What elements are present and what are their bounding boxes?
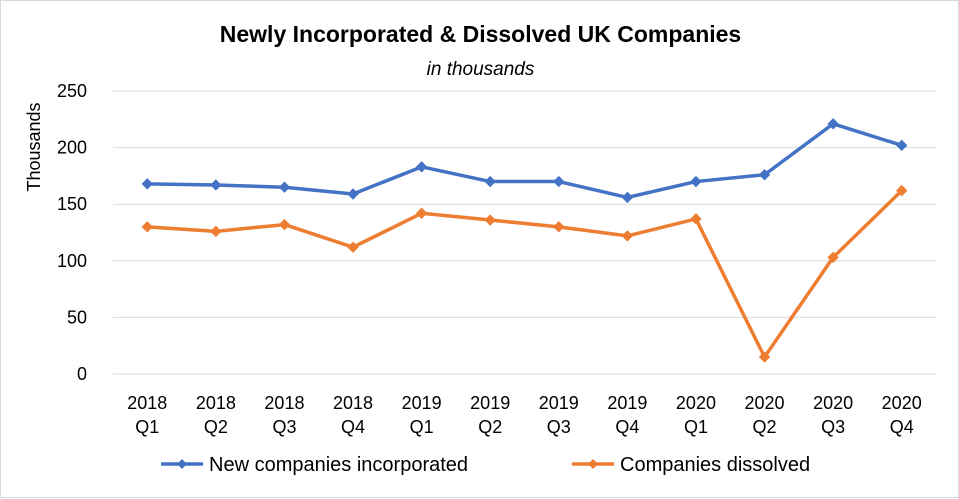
x-tick-label-quarter: Q4 <box>615 417 639 437</box>
y-axis-ticks: 0 50 100 150 200 250 <box>57 81 87 384</box>
data-point <box>553 221 565 233</box>
x-tick-label-quarter: Q2 <box>204 417 228 437</box>
series-line <box>145 122 904 200</box>
chart-title: Newly Incorporated & Dissolved UK Compan… <box>219 21 742 47</box>
data-point <box>758 351 771 363</box>
data-point <box>484 214 496 226</box>
x-tick-label-year: 2018 <box>196 393 236 413</box>
x-tick-label-quarter: Q3 <box>272 417 296 437</box>
data-point <box>896 184 908 197</box>
data-point <box>690 175 702 188</box>
y-axis-label: Thousands <box>24 102 44 191</box>
x-tick-label-year: 2019 <box>607 393 647 413</box>
x-tick-label-quarter: Q3 <box>821 417 845 437</box>
data-point <box>553 175 565 188</box>
series-line <box>145 188 904 359</box>
y-tick-label: 100 <box>57 251 87 271</box>
data-point <box>278 218 291 231</box>
x-tick-label-year: 2020 <box>676 393 716 413</box>
data-point <box>827 118 839 130</box>
x-tick-label-year: 2019 <box>539 393 579 413</box>
x-tick-label-quarter: Q1 <box>410 417 434 437</box>
series-lines <box>141 118 908 363</box>
x-tick-label-year: 2020 <box>813 393 853 413</box>
x-tick-label-year: 2019 <box>402 393 442 413</box>
x-tick-label-quarter: Q2 <box>478 417 502 437</box>
x-tick-label-year: 2019 <box>470 393 510 413</box>
x-axis-ticks: 2018 Q1 2018 Q2 2018 Q3 2018 Q4 2019 Q1 2019 Q2 2019… <box>127 393 921 437</box>
data-point <box>415 161 428 173</box>
legend-marker <box>177 459 187 469</box>
y-tick-label: 0 <box>77 364 87 384</box>
y-tick-label: 50 <box>67 307 87 327</box>
x-tick-label-year: 2018 <box>264 393 304 413</box>
x-tick-label-quarter: Q4 <box>890 417 914 437</box>
gridlines <box>113 90 936 375</box>
y-tick-label: 200 <box>57 138 87 158</box>
data-point <box>347 188 359 200</box>
x-tick-label-year: 2018 <box>333 393 373 413</box>
chart-subtitle: in thousands <box>426 59 535 80</box>
x-tick-label-year: 2018 <box>127 393 167 413</box>
series-new-companies <box>141 118 908 204</box>
x-tick-label-quarter: Q3 <box>547 417 571 437</box>
data-point <box>896 139 908 152</box>
legend-label: New companies incorporated <box>209 454 468 476</box>
legend-label: Companies dissolved <box>620 454 810 476</box>
legend: New companies incorporated Companies diss… <box>161 454 810 476</box>
y-tick-label: 150 <box>57 194 87 214</box>
data-point <box>210 225 222 238</box>
data-point <box>347 241 359 253</box>
data-point <box>141 178 153 190</box>
data-point <box>415 207 428 219</box>
data-point <box>141 221 153 233</box>
x-tick-label-quarter: Q4 <box>341 417 365 437</box>
x-tick-label-year: 2020 <box>882 393 922 413</box>
data-point <box>621 191 634 204</box>
x-tick-label-quarter: Q2 <box>753 417 777 437</box>
x-tick-label-year: 2020 <box>745 393 785 413</box>
legend-item: New companies incorporated <box>161 454 468 476</box>
data-point <box>278 181 291 193</box>
data-point <box>758 169 771 181</box>
data-point <box>484 175 496 188</box>
y-tick-label: 250 <box>57 81 87 101</box>
data-point <box>690 213 702 225</box>
legend-item: Companies dissolved <box>572 454 810 476</box>
x-tick-label-quarter: Q1 <box>684 417 708 437</box>
data-point <box>210 179 222 191</box>
legend-marker <box>588 459 598 469</box>
series-companies-dissolved <box>141 184 908 363</box>
data-point <box>827 251 839 264</box>
x-tick-label-quarter: Q1 <box>135 417 159 437</box>
data-point <box>621 230 634 242</box>
